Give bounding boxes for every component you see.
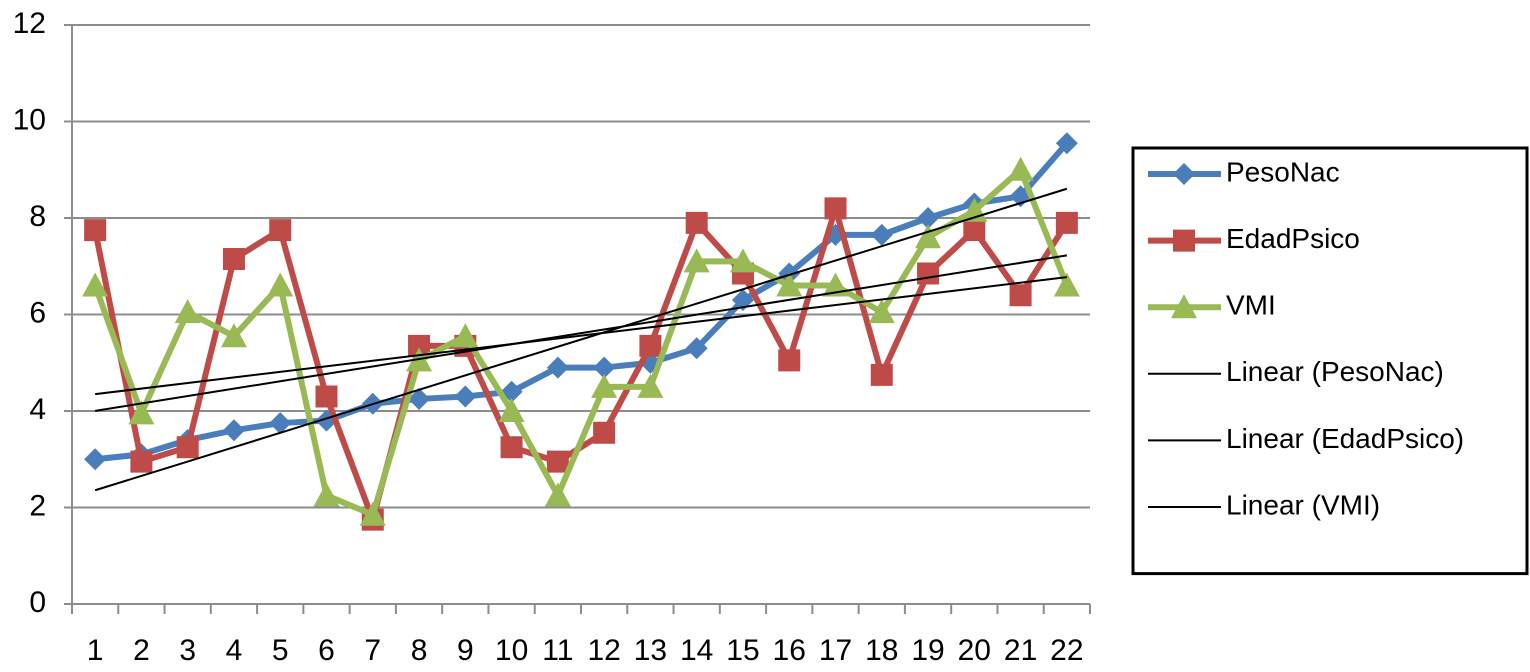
marker <box>500 436 523 459</box>
x-tick-label: 2 <box>133 634 150 667</box>
marker <box>498 398 525 422</box>
x-tick-label: 17 <box>819 634 852 667</box>
legend-box <box>1131 146 1529 576</box>
marker <box>315 385 338 408</box>
marker <box>408 334 431 357</box>
x-tick-label: 12 <box>587 634 620 667</box>
marker <box>963 219 986 242</box>
series-line <box>94 141 1070 463</box>
legend-label: Linear (PesoNac) <box>1226 356 1444 387</box>
marker <box>593 421 616 444</box>
marker <box>917 207 940 229</box>
marker <box>452 323 479 348</box>
marker <box>130 450 153 473</box>
marker <box>870 363 893 386</box>
x-tick-label: 14 <box>680 634 713 667</box>
x-tick-label: 16 <box>773 634 806 667</box>
marker <box>1171 294 1197 319</box>
y-tick-label: 12 <box>13 7 46 40</box>
marker <box>729 248 756 273</box>
legend-label: EdadPsico <box>1226 223 1360 254</box>
marker <box>868 299 895 324</box>
trendline <box>95 276 1067 396</box>
x-tick-label: 9 <box>457 634 474 667</box>
trendline <box>94 187 1068 492</box>
marker <box>220 323 247 348</box>
marker <box>639 334 662 357</box>
legend: PesoNac EdadPsico VMI Linear (PesoNac) Linea… <box>1131 146 1529 576</box>
x-tick-label: 5 <box>272 634 289 667</box>
marker <box>454 385 477 408</box>
legend-label: VMI <box>1226 290 1276 321</box>
marker <box>778 349 801 372</box>
legend-label: Linear (EdadPsico) <box>1226 423 1464 454</box>
marker <box>917 262 940 285</box>
y-tick-label: 10 <box>13 103 46 136</box>
y-tick-label: 2 <box>29 489 46 522</box>
marker <box>683 248 710 273</box>
x-tick-label: 8 <box>411 634 428 667</box>
marker <box>776 272 803 297</box>
marker <box>84 219 107 242</box>
x-tick-label: 21 <box>1004 634 1037 667</box>
x-tick-label: 20 <box>958 634 991 667</box>
marker <box>1055 132 1078 155</box>
marker <box>1055 211 1078 234</box>
marker <box>174 299 201 324</box>
marker <box>84 448 107 471</box>
marker <box>591 373 618 398</box>
x-tick-label: 6 <box>318 634 335 667</box>
marker <box>546 356 569 379</box>
marker <box>176 436 199 459</box>
marker <box>637 373 664 398</box>
marker <box>1009 185 1032 208</box>
marker <box>870 223 893 246</box>
y-tick-label: 8 <box>29 200 46 233</box>
marker <box>1173 163 1195 185</box>
marker <box>269 219 292 242</box>
y-tick-label: 6 <box>29 296 46 329</box>
x-tick-label: 1 <box>87 634 104 667</box>
series-line <box>92 166 1070 518</box>
marker <box>82 272 109 297</box>
x-tick-label: 22 <box>1050 634 1083 667</box>
marker <box>824 197 847 220</box>
y-tick-label: 0 <box>29 586 46 619</box>
x-tick-label: 15 <box>726 634 759 667</box>
marker <box>128 400 155 425</box>
legend-label: PesoNac <box>1226 156 1340 187</box>
x-tick-label: 18 <box>865 634 898 667</box>
x-tick-label: 4 <box>226 634 243 667</box>
marker <box>269 412 292 435</box>
marker <box>593 356 616 379</box>
marker <box>546 450 569 473</box>
marker <box>544 482 571 507</box>
marker <box>1009 284 1032 307</box>
x-tick-label: 3 <box>179 634 196 667</box>
marker <box>1173 229 1195 252</box>
marker <box>267 272 294 297</box>
x-tick-label: 7 <box>364 634 381 667</box>
x-tick-label: 19 <box>911 634 944 667</box>
marker <box>685 337 708 360</box>
marker <box>408 387 431 410</box>
legend-label: Linear (VMI) <box>1226 489 1380 520</box>
y-tick-label: 4 <box>29 393 46 426</box>
marker <box>359 501 386 526</box>
marker <box>1007 156 1034 181</box>
x-tick-label: 13 <box>634 634 667 667</box>
marker <box>1053 272 1080 297</box>
x-tick-label: 11 <box>542 634 573 667</box>
marker <box>222 248 245 271</box>
trendline <box>94 254 1068 412</box>
x-tick-label: 10 <box>495 634 528 667</box>
marker <box>222 419 245 442</box>
marker <box>685 211 708 234</box>
marker <box>313 482 340 507</box>
marker <box>915 224 942 249</box>
